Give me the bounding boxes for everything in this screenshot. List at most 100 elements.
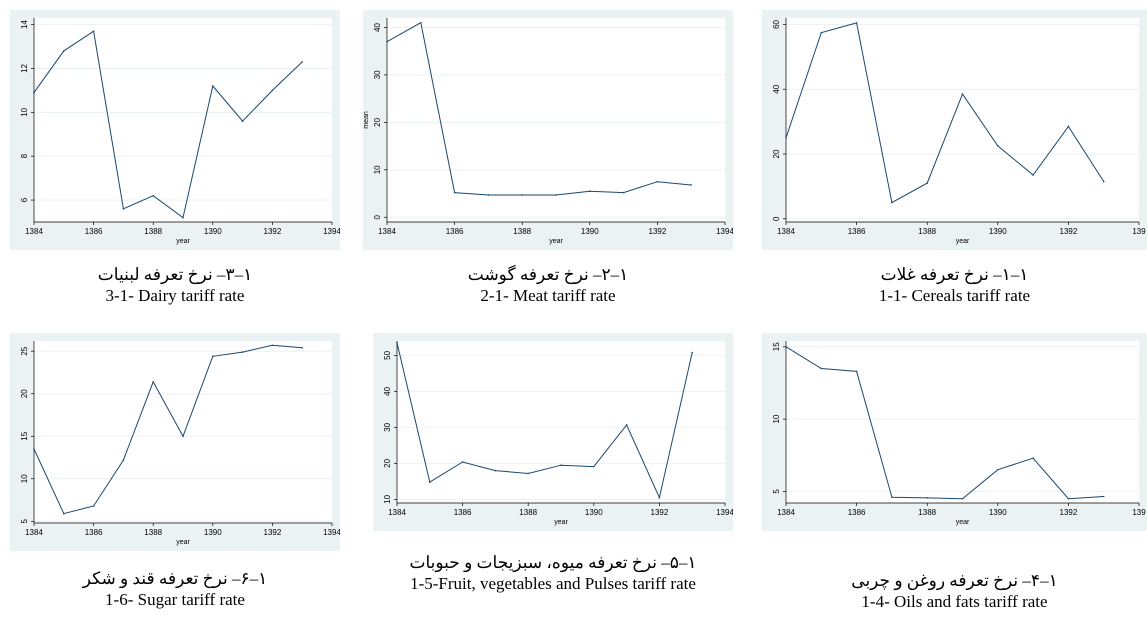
data-point — [997, 468, 999, 471]
y-tick-label: 5 — [772, 489, 781, 494]
data-point — [487, 194, 490, 196]
plot-area — [387, 18, 725, 222]
chart-dairy-svg: 6 8 10 12 14 1384 1386 1388 1390 1392 1394 year — [20, 18, 340, 245]
y-tick-label: 20 — [20, 389, 29, 398]
caption-cereals: ۱–۱– نرخ تعرفه غلات 1-1- Cereals tariff … — [762, 264, 1147, 306]
caption-oils-en: 1-4- Oils and fats tariff rate — [861, 592, 1048, 611]
x-tick-label: 1392 — [651, 508, 669, 517]
y-tick-label: 6 — [20, 197, 29, 202]
data-point — [301, 61, 304, 63]
data-point — [589, 190, 591, 192]
x-tick-label: 1384 — [378, 227, 396, 236]
plot-area — [786, 341, 1139, 503]
y-tick-label: 60 — [772, 19, 781, 28]
data-point — [271, 344, 274, 347]
x-tick-label: 1392 — [1060, 508, 1078, 517]
data-point — [301, 347, 304, 349]
data-point — [63, 512, 65, 515]
y-tick-label: 10 — [20, 474, 29, 483]
data-point — [1102, 495, 1105, 498]
x-tick-label: 1386 — [848, 227, 866, 236]
y-tick-label: 10 — [20, 107, 29, 116]
data-point — [241, 120, 244, 122]
x-tick-label: 1392 — [1060, 227, 1078, 236]
chart-meat-svg: 0 10 20 30 40 1384 1386 1388 1390 1392 1394 year mea… — [363, 18, 733, 245]
series-line — [33, 30, 303, 219]
chart-cereals-svg: 0 20 40 60 1384 1386 1388 1390 1392 139 year — [772, 18, 1146, 245]
caption-meat-fa: ۱–۲– نرخ تعرفه گوشت — [467, 265, 629, 284]
caption-oils: ۱–۴– نرخ تعرفه روغن و چربی 1-4- Oils and… — [762, 570, 1147, 612]
data-point — [891, 496, 893, 499]
caption-oils-fa: ۱–۴– نرخ تعرفه روغن و چربی — [851, 571, 1058, 590]
data-point — [691, 351, 693, 354]
data-point — [396, 342, 398, 344]
data-point — [1102, 180, 1105, 183]
x-tick-label: 1388 — [144, 227, 162, 236]
chart-cereals: 0 20 40 60 1384 1386 1388 1390 1392 139 year — [762, 10, 1147, 250]
x-tick-label: 1386 — [848, 508, 866, 517]
data-point — [386, 40, 388, 43]
y-tick-label: 40 — [373, 22, 382, 31]
y-tick-label: 5 — [20, 519, 29, 524]
y-tick-label: 40 — [772, 84, 781, 93]
data-point — [1067, 497, 1070, 500]
data-point — [212, 85, 214, 87]
x-tick-label: 1384 — [777, 227, 795, 236]
data-point — [785, 345, 787, 348]
data-point — [33, 91, 35, 94]
y-tick-label: 25 — [20, 346, 29, 355]
series-line — [386, 21, 692, 196]
chart-fruit-svg: 10 20 30 40 50 1384 1386 1388 1390 1392 1394 year — [383, 341, 733, 526]
y-tick-label: 15 — [20, 431, 29, 440]
chart-oils-svg: 5 10 15 1384 1386 1388 1390 1392 139 year — [772, 341, 1146, 526]
data-point — [271, 89, 274, 92]
x-axis-label: year — [549, 238, 563, 245]
x-tick-label: 1390 — [204, 528, 222, 537]
x-tick-label: 1388 — [513, 227, 531, 236]
x-tick-label: 1384 — [777, 508, 795, 517]
data-point — [625, 424, 628, 426]
data-point — [658, 496, 661, 499]
x-tick-label: 1392 — [649, 227, 667, 236]
x-tick-label: 1384 — [388, 508, 406, 517]
x-axis-label: year — [554, 519, 568, 526]
x-tick-label: 1390 — [989, 227, 1007, 236]
data-point — [855, 370, 858, 373]
x-tick-label: 1386 — [446, 227, 464, 236]
data-point — [555, 194, 557, 196]
caption-cereals-fa: ۱–۱– نرخ تعرفه غلات — [880, 265, 1029, 284]
data-point — [152, 381, 154, 383]
data-point — [63, 50, 65, 52]
x-tick-label: 1390 — [204, 227, 222, 236]
y-tick-label: 40 — [383, 386, 392, 395]
data-point — [891, 201, 893, 204]
data-point — [926, 182, 928, 184]
data-point — [461, 461, 464, 463]
x-tick-label: 1384 — [25, 528, 43, 537]
x-axis-label: year — [956, 238, 970, 245]
data-point — [961, 93, 964, 95]
data-point — [560, 464, 562, 466]
data-point — [494, 469, 497, 472]
y-tick-label: 30 — [373, 70, 382, 79]
data-point — [820, 367, 823, 370]
chart-meat: 0 10 20 30 40 1384 1386 1388 1390 1392 1394 year mea… — [363, 10, 733, 250]
series-line — [33, 344, 303, 515]
x-tick-label: 1390 — [581, 227, 599, 236]
y-tick-label: 10 — [383, 494, 392, 503]
x-tick-label: 1394 — [323, 227, 340, 236]
data-point — [241, 351, 244, 353]
caption-dairy-en: 3-1- Dairy tariff rate — [105, 286, 245, 305]
x-tick-label: 1388 — [918, 508, 936, 517]
data-point — [1067, 125, 1070, 128]
data-point — [453, 191, 456, 194]
y-axis-label: mean — [363, 111, 370, 129]
plot-area — [34, 341, 332, 523]
caption-dairy-fa: ۱–۳– نرخ تعرفه لبنیات — [97, 265, 253, 284]
series-line — [785, 22, 1105, 204]
x-tick-label: 1390 — [989, 508, 1007, 517]
y-tick-label: 8 — [20, 153, 29, 158]
data-point — [429, 481, 431, 483]
x-tick-label: 1386 — [85, 528, 103, 537]
data-point — [622, 191, 625, 194]
